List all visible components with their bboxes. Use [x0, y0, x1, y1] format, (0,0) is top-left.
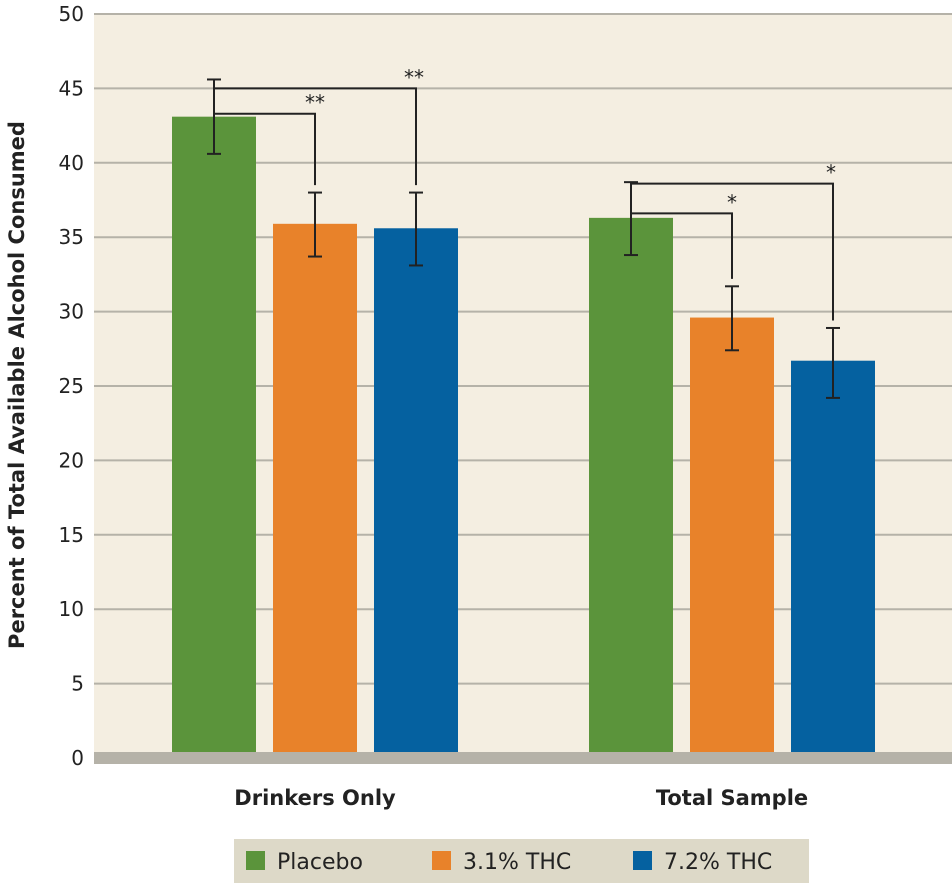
- category-label: Total Sample: [656, 786, 808, 810]
- significance-label: **: [404, 65, 424, 89]
- y-tick-label: 35: [59, 225, 84, 249]
- legend-label: 3.1% THC: [463, 850, 571, 875]
- y-tick-label: 45: [59, 76, 84, 100]
- significance-bracket: [631, 212, 733, 279]
- bar: [172, 116, 256, 758]
- error-bars: [207, 78, 840, 399]
- y-tick-label: 25: [59, 374, 84, 398]
- significance-label: *: [727, 190, 737, 214]
- y-tick-label: 30: [59, 300, 84, 324]
- legend: Placebo 3.1% THC 7.2% THC: [234, 839, 809, 883]
- y-tick-label: 5: [71, 672, 84, 696]
- y-tick-label: 40: [59, 151, 84, 175]
- legend-label: Placebo: [277, 850, 363, 875]
- y-axis-ticks: 0 5 10 15 20 25 30 35 40 45 50: [59, 2, 84, 770]
- y-tick-label: 10: [59, 597, 84, 621]
- category-labels: Drinkers Only Total Sample: [234, 786, 808, 810]
- x-axis-baseline: [94, 752, 952, 764]
- legend-swatch: [432, 851, 451, 870]
- significance-label: *: [826, 161, 836, 185]
- significance-brackets: ******: [214, 65, 836, 321]
- legend-swatch: [246, 851, 265, 870]
- significance-bracket: [214, 87, 417, 186]
- bar: [690, 317, 774, 758]
- legend-background: [234, 839, 809, 883]
- y-tick-label: 50: [59, 2, 84, 26]
- y-tick-label: 20: [59, 448, 84, 472]
- y-axis-label: Percent of Total Available Alcohol Consu…: [5, 121, 29, 649]
- bars: [172, 116, 875, 759]
- y-tick-label: 15: [59, 523, 84, 547]
- bar: [374, 228, 458, 759]
- legend-swatch: [633, 851, 652, 870]
- legend-label: 7.2% THC: [664, 850, 772, 875]
- significance-bracket: [214, 112, 316, 186]
- y-tick-label: 0: [71, 746, 84, 770]
- bar: [273, 223, 357, 759]
- category-label: Drinkers Only: [234, 786, 396, 810]
- bar: [791, 360, 875, 758]
- bar: [589, 217, 673, 758]
- significance-label: **: [305, 91, 325, 115]
- significance-bracket: [631, 182, 834, 321]
